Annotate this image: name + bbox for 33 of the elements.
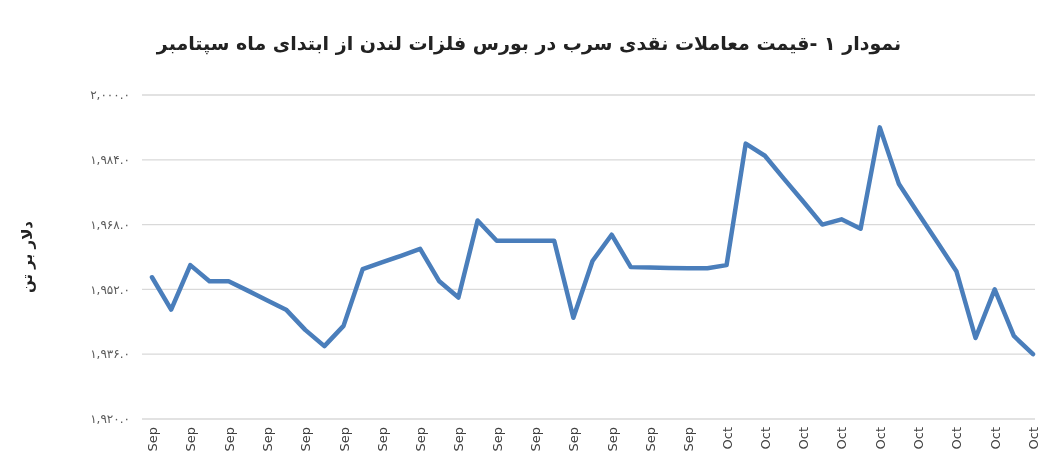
x-tick-label: Oct (834, 427, 850, 450)
x-tick-label: Sep (374, 427, 390, 452)
y-axis-title: دلار بر تن (18, 220, 36, 294)
x-tick-label: Oct (872, 427, 888, 450)
x-tick-label: Oct (1026, 427, 1041, 450)
y-tick-label: ۱,۹۲۰.۰ (90, 412, 130, 427)
x-tick-label: Sep (336, 427, 352, 452)
y-tick-label: ۲,۰۰۰.۰ (90, 88, 130, 103)
x-tick-label: Oct (987, 427, 1003, 450)
chart-title: نمودار ۱ -قیمت معاملات نقدی سرب در بورس فلزات لندن از ابتدای ماه سپتامبر (155, 31, 903, 57)
y-tick-label: ۱,۹۵۲.۰ (90, 282, 130, 297)
x-tick-label: Sep (604, 427, 620, 452)
x-tick-label: Sep (221, 427, 237, 452)
x-tick-label: Sep (145, 427, 160, 452)
x-tick-label: Sep (681, 427, 697, 452)
x-tick-label: Oct (911, 427, 927, 450)
x-tick-label: Sep (528, 427, 544, 452)
x-tick-label: Sep (259, 427, 275, 452)
x-tick-label: Sep (566, 427, 582, 452)
line-series (149, 125, 1036, 357)
x-tick-label: Oct (796, 427, 812, 450)
y-tick-label: ۱,۹۳۶.۰ (90, 347, 130, 362)
x-tick-label: Sep (489, 427, 505, 452)
y-tick-label: ۱,۹۶۸.۰ (90, 217, 130, 232)
x-tick-label: Sep (642, 427, 658, 452)
x-tick-label: Sep (451, 427, 467, 452)
x-tick-label: Oct (757, 427, 773, 450)
x-tick-label: Oct (949, 427, 965, 450)
y-tick-label: ۱,۹۸۴.۰ (90, 153, 130, 168)
x-tick-label: Oct (719, 427, 735, 450)
x-tick-label: Sep (298, 427, 314, 452)
x-tick-label: Sep (183, 427, 199, 452)
x-tick-label: Sep (413, 427, 429, 452)
